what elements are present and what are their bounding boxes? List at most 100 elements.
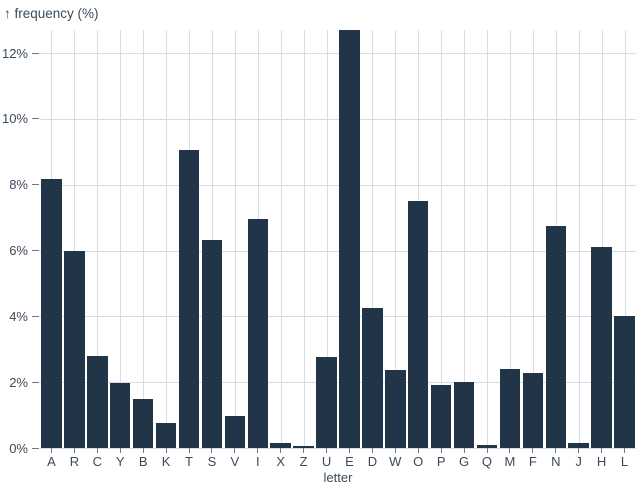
x-tick-mark-J <box>578 448 580 453</box>
y-tick-label: 2% <box>9 374 28 390</box>
bar-I <box>247 218 269 448</box>
y-tick-2pct: 2% <box>0 375 39 390</box>
bar-L <box>614 315 635 448</box>
x-tick-mark-N <box>555 448 557 453</box>
bar-H <box>591 247 612 448</box>
vertical-gridline-G <box>464 30 466 448</box>
horizontal-gridline-12pct <box>40 53 636 55</box>
x-tick-mark-F <box>532 448 534 453</box>
x-tick-mark-E <box>348 448 350 453</box>
x-tick-label-J: J <box>575 454 582 469</box>
x-tick-mark-B <box>142 448 144 453</box>
bar-M <box>499 368 521 448</box>
y-tick-0pct: 0% <box>0 441 39 456</box>
y-tick-mark <box>32 118 39 120</box>
bar-U <box>316 357 337 448</box>
vertical-gridline-K <box>166 30 168 448</box>
x-tick-mark-Q <box>486 448 488 453</box>
bar-E <box>339 30 360 448</box>
vertical-gridline-R <box>74 30 76 448</box>
x-tick-label-B: B <box>138 454 148 469</box>
vertical-gridline-S <box>211 30 213 448</box>
x-tick-label-H: H <box>596 454 607 469</box>
bar-P <box>430 384 452 448</box>
vertical-gridline-H <box>601 30 603 448</box>
x-tick-label-F: F <box>528 454 537 469</box>
y-tick-mark <box>32 381 39 383</box>
x-tick-label-M: M <box>504 454 516 469</box>
y-tick-label: 6% <box>9 243 28 259</box>
x-tick-mark-T <box>188 448 190 453</box>
bar-S <box>201 239 223 448</box>
vertical-gridline-F <box>532 30 534 448</box>
x-tick-label-G: G <box>459 454 470 469</box>
vertical-gridline-B <box>143 30 145 448</box>
vertical-gridline-Y <box>120 30 122 448</box>
x-tick-label-P: P <box>436 454 446 469</box>
x-tick-mark-K <box>165 448 167 453</box>
bar-W <box>385 370 406 448</box>
vertical-gridline-Q <box>487 30 488 448</box>
x-tick-label-D: D <box>367 454 378 469</box>
vertical-gridline-U <box>326 30 328 448</box>
y-tick-label: 4% <box>9 308 28 324</box>
x-tick-label-O: O <box>413 454 424 469</box>
x-tick-mark-A <box>50 448 52 453</box>
x-tick-label-L: L <box>620 454 629 469</box>
x-tick-label-X: X <box>276 454 286 469</box>
x-tick-mark-C <box>96 448 98 453</box>
x-tick-mark-U <box>326 448 328 453</box>
x-tick-mark-D <box>371 448 373 453</box>
x-tick-label-Z: Z <box>299 454 308 469</box>
vertical-gridline-C <box>97 30 99 448</box>
x-tick-label-V: V <box>230 454 240 469</box>
y-axis-title: ↑ frequency (%) <box>4 6 99 21</box>
y-tick-label: 8% <box>9 177 28 193</box>
bar-Z <box>293 445 314 448</box>
plot-area <box>40 30 636 449</box>
bar-Y <box>109 383 131 448</box>
bar-V <box>224 415 246 448</box>
x-tick-label-A: A <box>47 454 56 469</box>
bar-K <box>155 422 177 448</box>
x-axis-label: letter <box>323 470 353 485</box>
x-tick-mark-M <box>509 448 511 453</box>
y-tick-8pct: 8% <box>0 177 39 192</box>
x-tick-label-Y: Y <box>115 454 125 469</box>
y-tick-label: 10% <box>1 111 28 127</box>
vertical-gridline-M <box>509 30 511 448</box>
vertical-gridline-J <box>578 30 580 448</box>
bar-O <box>407 200 429 448</box>
y-tick-6pct: 6% <box>0 243 39 258</box>
x-tick-label-N: N <box>551 454 561 469</box>
vertical-gridline-D <box>372 30 374 448</box>
x-tick-label-Q: Q <box>481 454 493 469</box>
bar-G <box>453 381 475 448</box>
horizontal-gridline-8pct <box>40 184 636 186</box>
x-tick-mark-H <box>601 448 603 453</box>
vertical-gridline-Z <box>303 30 305 448</box>
vertical-gridline-L <box>624 30 626 448</box>
bar-A <box>41 179 62 448</box>
y-tick-12pct: 12% <box>0 46 39 61</box>
x-tick-label-C: C <box>92 454 102 469</box>
x-tick-mark-V <box>234 448 236 453</box>
vertical-gridline-X <box>280 30 282 448</box>
x-tick-label-S: S <box>207 454 217 469</box>
bar-T <box>178 149 200 448</box>
x-tick-mark-W <box>394 448 396 453</box>
bar-F <box>522 372 544 448</box>
bar-J <box>568 442 589 448</box>
x-tick-mark-P <box>440 448 442 453</box>
y-tick-mark <box>32 250 39 252</box>
x-tick-mark-L <box>624 448 626 453</box>
x-tick-label-U: U <box>321 454 332 469</box>
x-tick-mark-O <box>417 448 419 453</box>
bar-C <box>87 356 108 448</box>
x-tick-mark-Y <box>119 448 121 453</box>
horizontal-gridline-2pct <box>40 382 636 384</box>
x-tick-mark-I <box>257 448 259 453</box>
bar-Q <box>476 444 498 448</box>
horizontal-gridline-0pct <box>40 448 636 449</box>
